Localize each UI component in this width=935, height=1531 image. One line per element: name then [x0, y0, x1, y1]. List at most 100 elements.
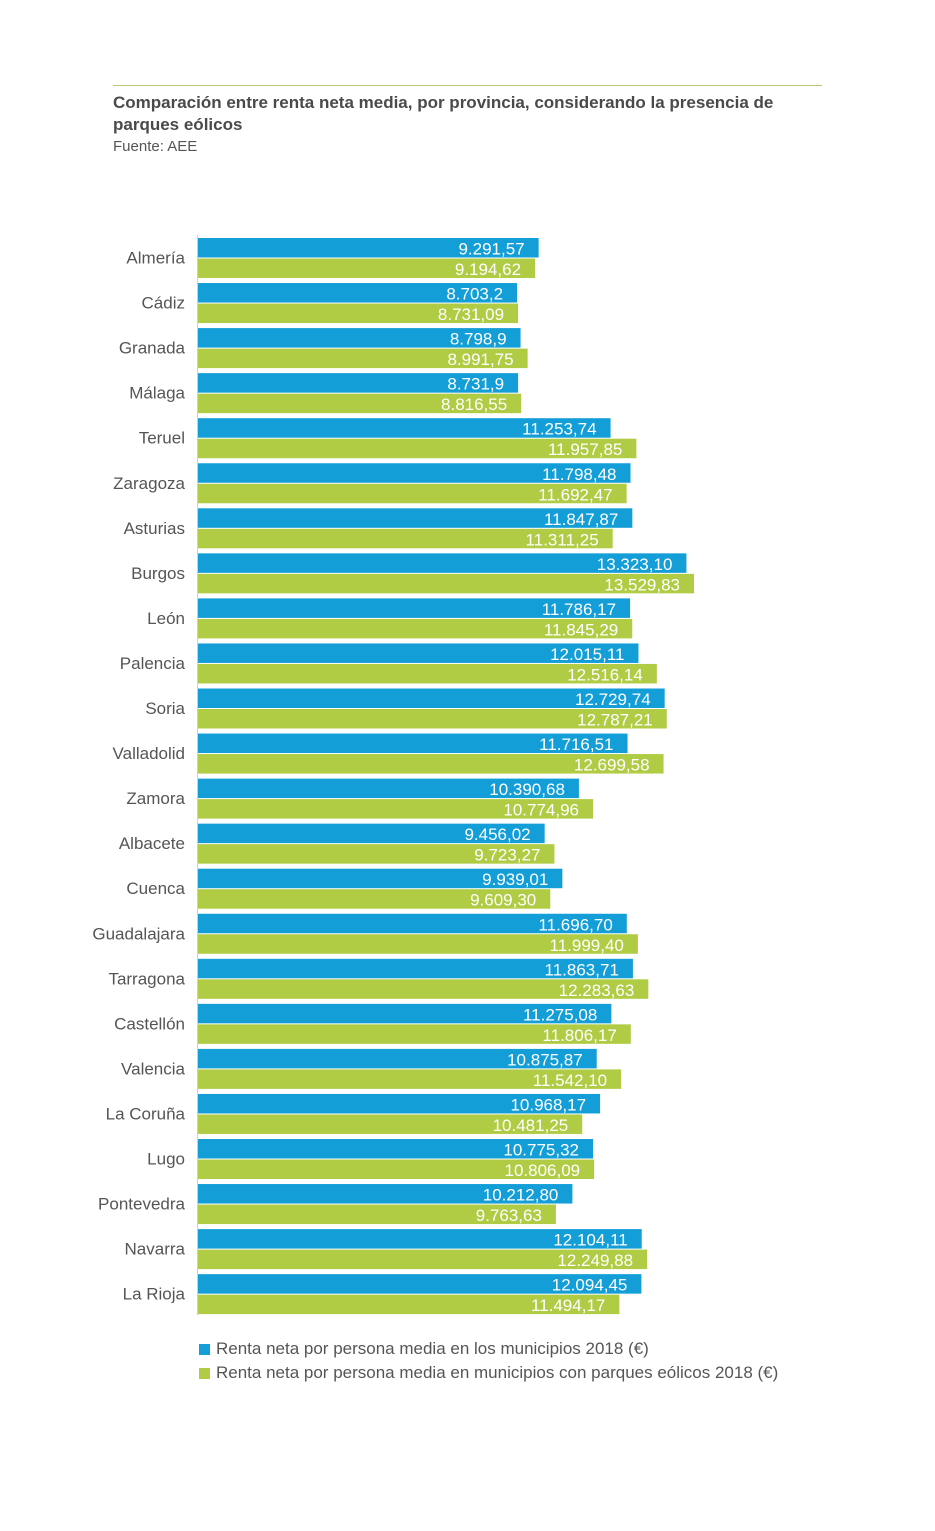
bar-wind-0 [198, 258, 536, 278]
data-label: 11.716,51 [539, 735, 613, 754]
data-label: 11.311,25 [526, 530, 599, 549]
data-label: 10.968,17 [510, 1095, 586, 1114]
data-label: 11.494,17 [531, 1296, 605, 1315]
bar-wind-11 [198, 754, 664, 774]
category-label: León [147, 609, 185, 628]
category-label: Burgos [131, 564, 185, 583]
data-label: 12.516,14 [567, 665, 643, 684]
data-label: 9.194,62 [455, 260, 521, 279]
bar-wind-9 [198, 663, 657, 684]
category-label: Palencia [120, 654, 186, 673]
bar-all-3 [198, 373, 519, 393]
data-label: 10.212,80 [483, 1186, 559, 1205]
category-label: Teruel [139, 429, 185, 448]
bar-wind-2 [198, 348, 528, 369]
bar-wind-17 [198, 1024, 631, 1044]
data-label: 9.609,30 [470, 891, 536, 910]
bar-wind-20 [198, 1159, 595, 1179]
bar-all-22 [198, 1229, 642, 1249]
data-label: 12.729,74 [575, 690, 651, 709]
bar-all-21 [198, 1184, 573, 1204]
data-label: 11.798,48 [542, 465, 616, 484]
bar-wind-14 [198, 889, 551, 909]
bar-all-17 [198, 1003, 612, 1024]
legend-item-all-municipalities: Renta neta por persona media en los muni… [199, 1339, 649, 1359]
data-label: 8.798,9 [450, 330, 507, 349]
bar-wind-19 [198, 1114, 583, 1134]
data-label: 8.731,9 [447, 375, 504, 394]
data-label: 10.806,09 [505, 1161, 581, 1180]
category-label: Cuenca [126, 879, 185, 898]
data-label: 11.845,29 [544, 620, 618, 639]
data-label: 12.249,88 [557, 1251, 633, 1270]
data-label: 12.787,21 [577, 711, 653, 730]
category-label: Tarragona [108, 969, 185, 988]
legend-swatch-green [199, 1367, 210, 1379]
legend-label: Renta neta por persona media en los muni… [216, 1339, 649, 1358]
data-label: 10.775,32 [503, 1141, 579, 1160]
data-label: 10.481,25 [493, 1116, 569, 1135]
data-label: 8.991,75 [447, 350, 513, 369]
bar-all-16 [198, 958, 633, 979]
data-label: 11.806,17 [542, 1026, 616, 1045]
bar-all-10 [198, 688, 665, 708]
bar-all-14 [198, 868, 563, 889]
bar-wind-12 [198, 799, 594, 819]
category-label: Pontevedra [98, 1195, 185, 1214]
category-label: Navarra [125, 1240, 186, 1259]
bar-wind-4 [198, 438, 637, 459]
category-label: Valencia [121, 1059, 185, 1078]
data-label: 12.699,58 [574, 756, 650, 775]
data-label: 11.999,40 [550, 936, 624, 955]
bar-all-15 [198, 913, 627, 934]
bar-all-19 [198, 1093, 601, 1114]
data-label: 8.731,09 [438, 305, 504, 324]
data-label: 11.957,85 [548, 440, 622, 459]
bar-wind-23 [198, 1294, 620, 1315]
legend-label: Renta neta por persona media en municipi… [216, 1363, 779, 1382]
bar-wind-15 [198, 934, 638, 954]
bar-all-4 [198, 418, 611, 438]
data-label: 12.015,11 [550, 645, 624, 664]
bar-all-6 [198, 508, 633, 528]
category-label: Valladolid [113, 744, 185, 763]
bar-wind-8 [198, 618, 633, 639]
legend-swatch-blue [199, 1343, 210, 1355]
bar-all-9 [198, 643, 639, 663]
data-label: 11.863,71 [545, 960, 619, 979]
data-label: 13.323,10 [597, 555, 673, 574]
bar-wind-18 [198, 1069, 622, 1089]
category-label: Guadalajara [92, 924, 185, 943]
data-label: 9.291,57 [458, 240, 524, 259]
category-label: Castellón [114, 1014, 185, 1033]
data-label: 10.774,96 [503, 801, 579, 820]
category-label: Asturias [124, 519, 185, 538]
bar-wind-1 [198, 303, 519, 324]
data-label: 11.786,17 [542, 600, 616, 619]
category-label: Soria [145, 699, 185, 718]
bar-all-7 [198, 553, 687, 573]
data-label: 9.939,01 [482, 870, 548, 889]
data-label: 10.390,68 [489, 780, 565, 799]
bar-all-0 [198, 238, 539, 258]
category-label: La Rioja [123, 1285, 186, 1304]
bar-all-2 [198, 328, 521, 348]
bar-all-18 [198, 1048, 597, 1069]
bar-wind-5 [198, 483, 627, 504]
top-rule [113, 85, 822, 86]
category-label: Málaga [129, 384, 185, 403]
data-label: 11.692,47 [538, 485, 612, 504]
legend-item-wind-farm-municipalities: Renta neta por persona media en municipi… [199, 1363, 778, 1383]
category-label: Almería [126, 249, 185, 268]
data-label: 11.847,87 [544, 510, 618, 529]
data-label: 12.094,45 [552, 1276, 628, 1295]
data-label: 11.696,70 [538, 915, 612, 934]
bar-all-8 [198, 598, 631, 618]
category-label: Zaragoza [113, 474, 185, 493]
chart-source: Fuente: AEE [113, 138, 198, 155]
data-label: 8.703,2 [446, 285, 503, 304]
data-label: 8.816,55 [441, 395, 507, 414]
category-label: Granada [119, 339, 186, 358]
data-label: 10.875,87 [507, 1050, 583, 1069]
